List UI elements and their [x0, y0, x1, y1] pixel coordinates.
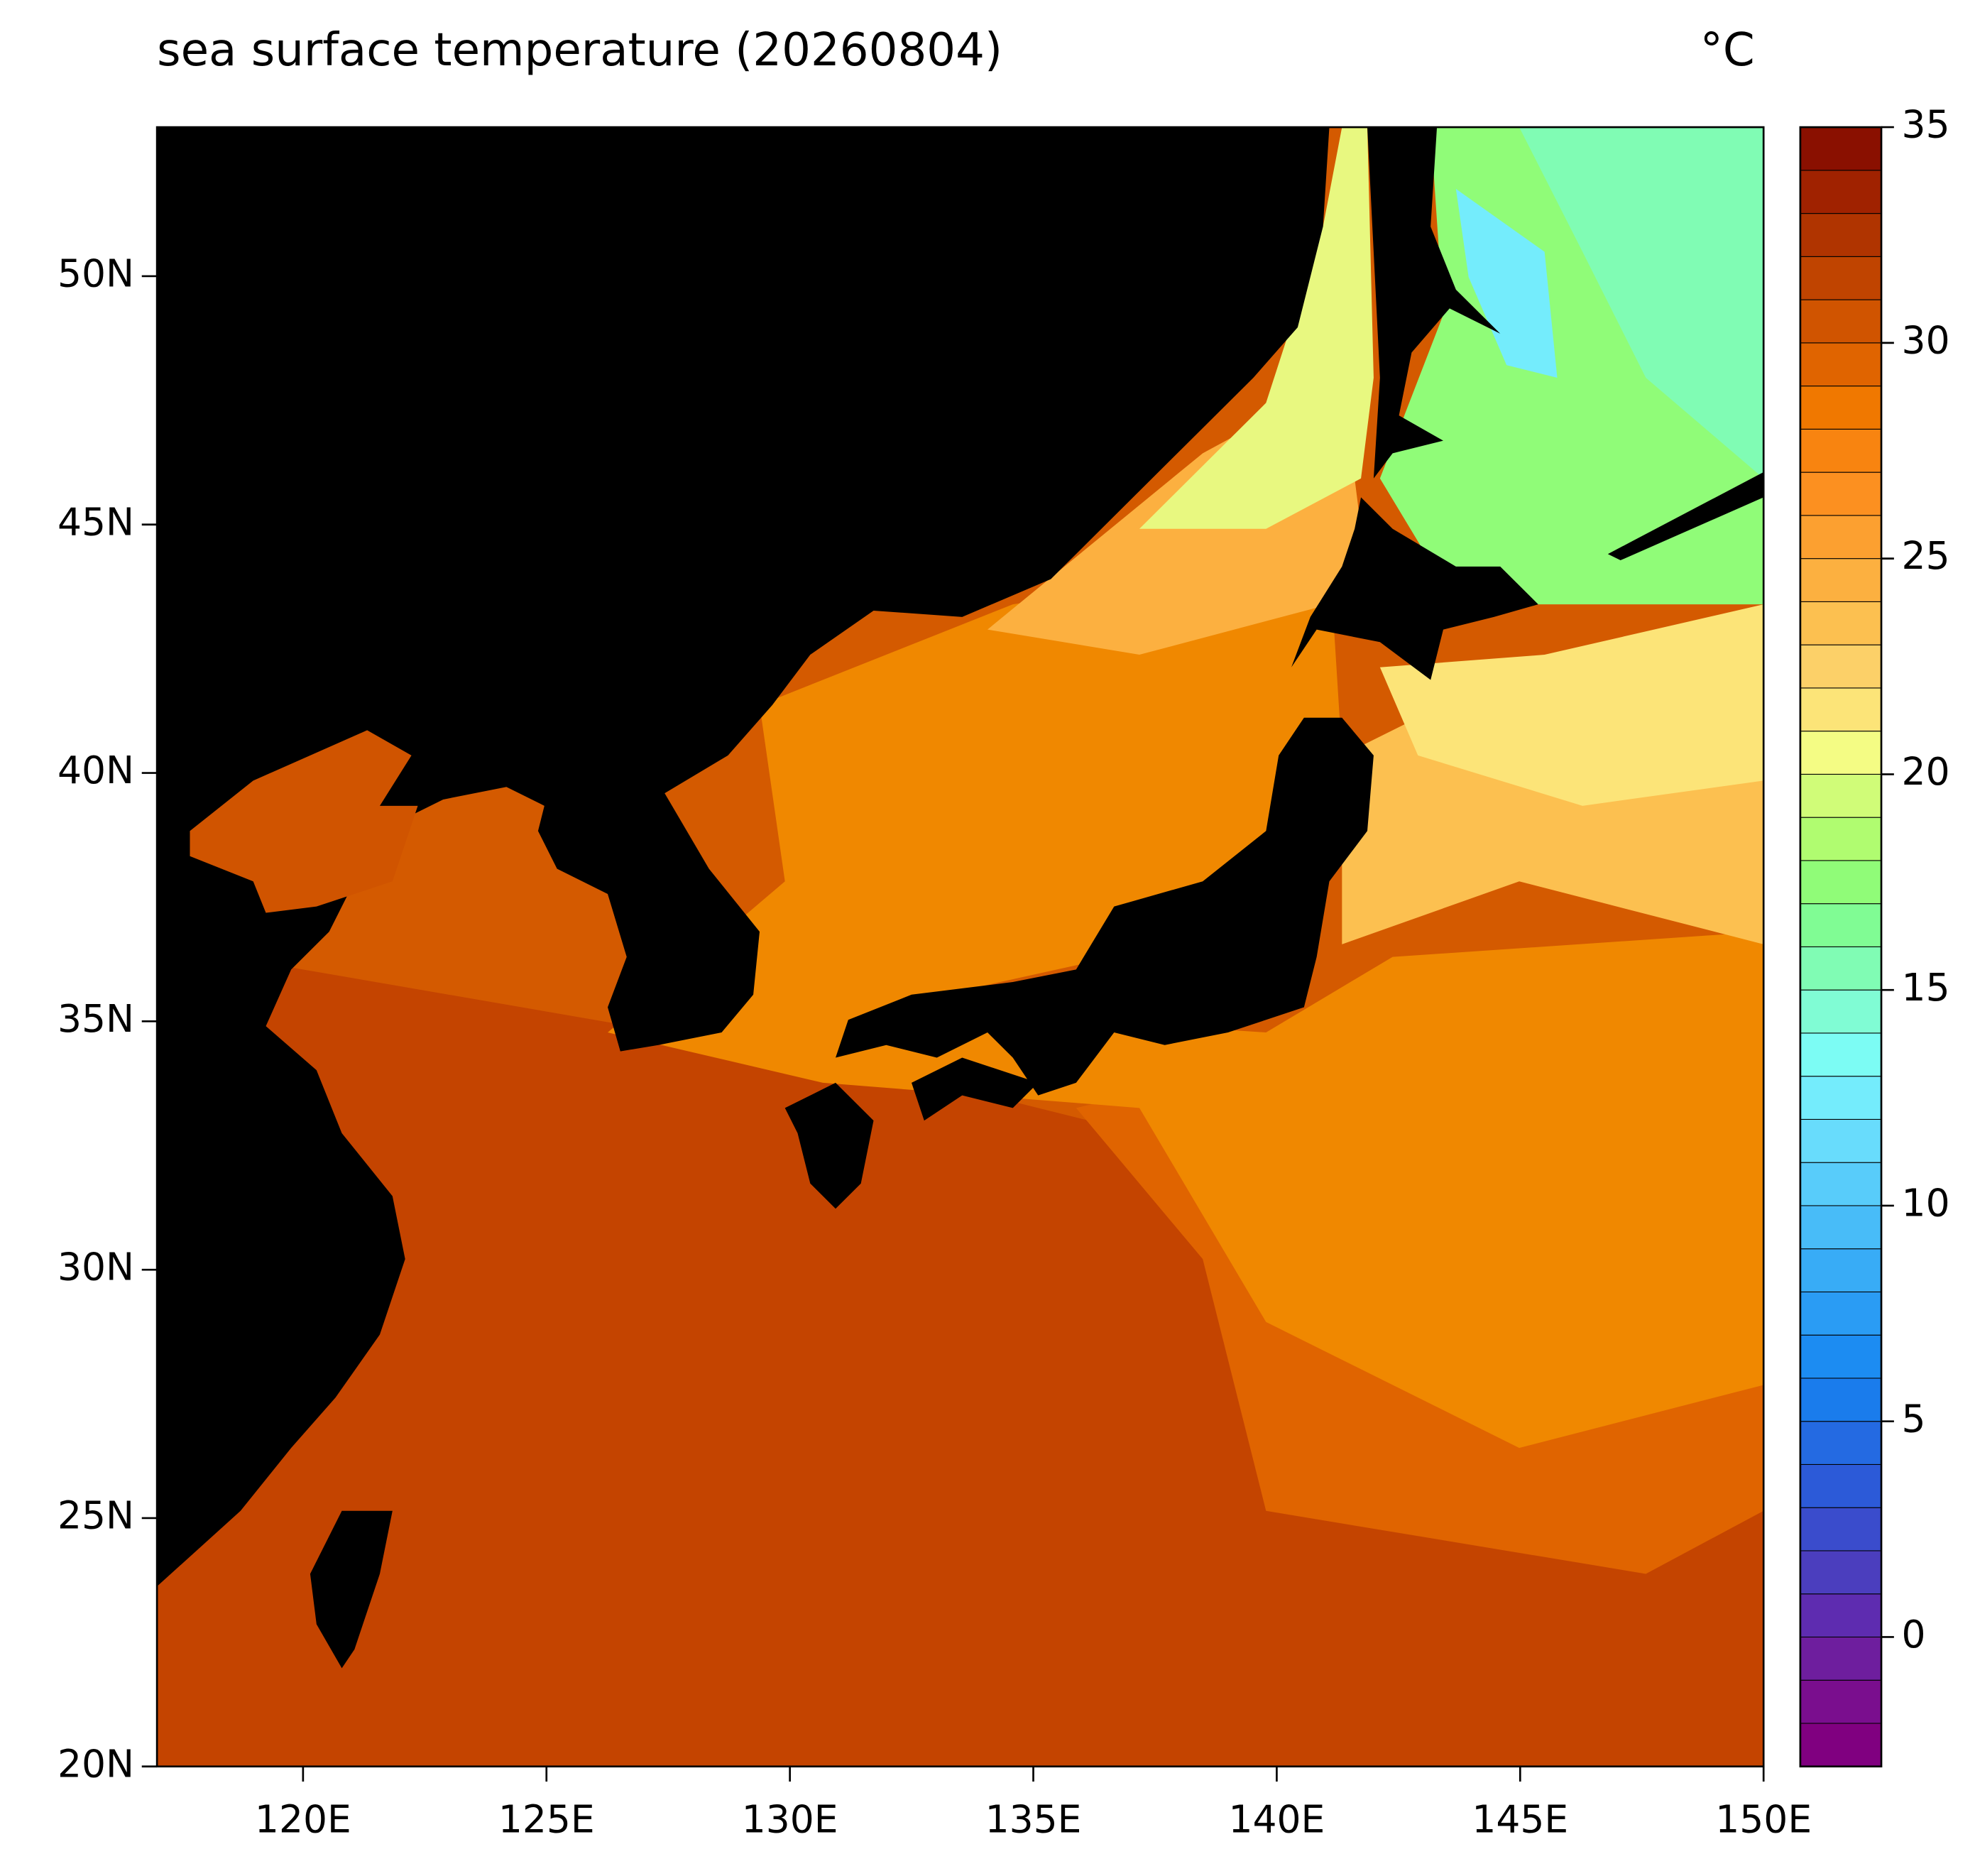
land	[157, 127, 1764, 1669]
ocean-region	[1455, 188, 1558, 378]
colorbar-band	[1800, 773, 1882, 818]
map-field	[157, 127, 1764, 1767]
colorbar-band	[1800, 1334, 1882, 1379]
colorbar-band	[1800, 428, 1882, 473]
colorbar-band	[1800, 989, 1882, 1034]
colorbar-band	[1800, 731, 1882, 775]
colorbar-band	[1800, 558, 1882, 602]
ocean-region	[1379, 604, 1764, 806]
colorbar-tick-label: 5	[1902, 1396, 1926, 1441]
colorbar-band	[1800, 1593, 1882, 1638]
colorbar-band	[1800, 1118, 1882, 1163]
colorbar-band	[1800, 1507, 1882, 1551]
x-tick-label: 130E	[742, 1796, 838, 1841]
hokkaido	[1291, 497, 1538, 680]
colorbar-band	[1800, 1076, 1882, 1120]
y-tick-label: 25N	[58, 1493, 134, 1538]
colorbar-band	[1800, 644, 1882, 689]
y-tick-label: 20N	[58, 1741, 134, 1786]
colorbar-tick-label: 10	[1902, 1181, 1950, 1226]
colorbar-band	[1800, 946, 1882, 991]
y-tick-label: 35N	[58, 996, 134, 1041]
colorbar-band	[1800, 1291, 1882, 1336]
colorbar-band	[1800, 126, 1882, 171]
colorbar-band	[1800, 1248, 1882, 1292]
ocean-region	[608, 554, 1764, 1449]
colorbar-band	[1800, 1723, 1882, 1767]
colorbar-tick-label: 20	[1902, 749, 1950, 794]
x-tick-label: 125E	[498, 1796, 595, 1841]
y-tick-label: 45N	[58, 500, 134, 545]
colorbar-band	[1800, 1463, 1882, 1508]
colorbar-band	[1800, 1032, 1882, 1077]
colorbar-tick-label: 30	[1902, 318, 1950, 363]
kuril-islands	[1607, 471, 1764, 561]
colorbar-band	[1800, 687, 1882, 732]
y-tick-label: 40N	[58, 748, 134, 792]
ocean-region	[1139, 127, 1374, 529]
x-tick-label: 135E	[985, 1796, 1082, 1841]
colorbar-band	[1800, 860, 1882, 905]
colorbar-band	[1800, 1421, 1882, 1465]
x-tick-label: 145E	[1472, 1796, 1568, 1841]
bohai-sea	[190, 730, 418, 913]
colorbar-band	[1800, 1205, 1882, 1250]
y-tick-label: 30N	[58, 1245, 134, 1289]
colorbar-band	[1800, 1679, 1882, 1724]
colorbar-tick-label: 0	[1902, 1612, 1926, 1657]
colorbar-band	[1800, 213, 1882, 257]
sakhalin	[1367, 127, 1501, 479]
plot-frame	[155, 126, 1765, 1768]
colorbar-frame	[1799, 126, 1883, 1768]
x-tick-label: 150E	[1715, 1796, 1812, 1841]
taiwan	[310, 1510, 393, 1669]
colorbar-band	[1800, 817, 1882, 861]
x-tick-label: 140E	[1228, 1796, 1325, 1841]
colorbar-band	[1800, 1636, 1882, 1681]
y-tick-label: 50N	[58, 251, 134, 296]
title: sea surface temperature (20260804)	[157, 24, 1002, 77]
mainland	[157, 127, 1330, 1587]
colorbar-tick-label: 35	[1902, 102, 1950, 147]
shikoku	[912, 1057, 1039, 1121]
colorbar-tick-label: 25	[1902, 533, 1950, 578]
honshu	[836, 717, 1374, 1096]
ocean-region	[1519, 127, 1764, 479]
colorbar-band	[1800, 515, 1882, 560]
colorbar-band	[1800, 471, 1882, 516]
colorbar-band	[1800, 1162, 1882, 1206]
colorbar-band	[1800, 342, 1882, 387]
colorbar-band	[1800, 1550, 1882, 1595]
x-tick-label: 120E	[255, 1796, 351, 1841]
colorbar-band	[1800, 170, 1882, 214]
kyushu	[784, 1082, 874, 1209]
unit: °C	[1700, 24, 1755, 77]
colorbar-band	[1800, 1378, 1882, 1422]
colorbar-band	[1800, 601, 1882, 645]
colorbar-band	[1800, 256, 1882, 300]
colorbar-tick-label: 15	[1902, 965, 1950, 1010]
colorbar-band	[1800, 299, 1882, 344]
colorbar-band	[1800, 386, 1882, 430]
colorbar-band	[1800, 903, 1882, 947]
